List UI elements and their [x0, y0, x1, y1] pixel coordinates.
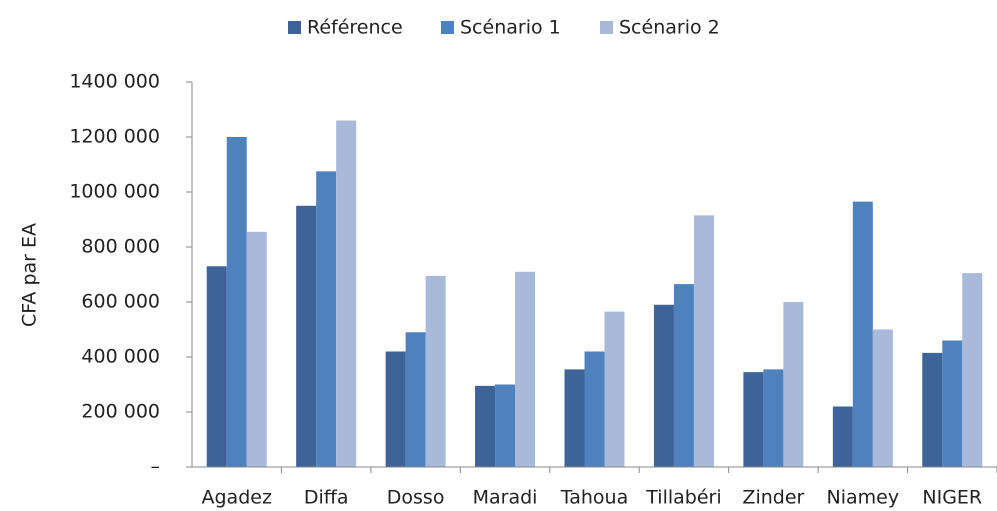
bar	[316, 171, 337, 467]
bar	[246, 231, 267, 467]
bar	[206, 266, 227, 467]
bar	[515, 271, 536, 467]
y-tick-label: –	[151, 456, 161, 478]
y-tick-label: 1400 000	[69, 71, 160, 93]
bar	[425, 275, 446, 467]
bar	[763, 369, 784, 467]
bar	[653, 304, 674, 467]
legend-swatch	[441, 21, 454, 34]
y-tick-label: 800 000	[81, 236, 160, 258]
bar	[604, 311, 625, 467]
bar	[296, 205, 317, 467]
x-tick-label: Zinder	[742, 487, 804, 509]
legend-swatch	[288, 21, 301, 34]
bar	[693, 215, 714, 467]
x-tick-label: Dosso	[387, 487, 445, 509]
bar	[405, 332, 426, 467]
x-tick-label: Niamey	[827, 487, 900, 509]
legend-label: Référence	[307, 17, 403, 39]
y-tick-label: 1200 000	[69, 126, 160, 148]
bar	[832, 406, 853, 467]
bar	[336, 120, 357, 467]
x-tick-label: Tahoua	[560, 487, 628, 509]
y-tick-label: 600 000	[81, 291, 160, 313]
bar	[872, 329, 893, 467]
x-tick-label: Diffa	[304, 487, 349, 509]
legend-swatch	[600, 21, 613, 34]
bar	[495, 384, 516, 467]
bar	[475, 385, 496, 467]
x-tick-label: Tillabéri	[645, 487, 721, 509]
x-tick-label: Maradi	[473, 487, 538, 509]
bar	[385, 351, 406, 467]
bar	[743, 372, 764, 467]
y-tick-label: 400 000	[81, 346, 160, 368]
legend-label: Scénario 2	[619, 17, 720, 39]
x-tick-label: NIGER	[922, 487, 982, 509]
bar	[673, 284, 694, 467]
y-tick-label: 200 000	[81, 401, 160, 423]
x-tick-label: Agadez	[202, 487, 272, 509]
y-tick-label: 1000 000	[69, 181, 160, 203]
bar	[942, 340, 963, 467]
bar	[226, 137, 247, 467]
bar	[584, 351, 605, 467]
bar	[962, 273, 983, 467]
bar	[922, 352, 943, 467]
legend-label: Scénario 1	[460, 17, 561, 39]
bar	[783, 302, 804, 467]
y-axis-label: CFA par EA	[19, 223, 41, 327]
bar	[852, 201, 873, 467]
bar	[564, 369, 585, 467]
